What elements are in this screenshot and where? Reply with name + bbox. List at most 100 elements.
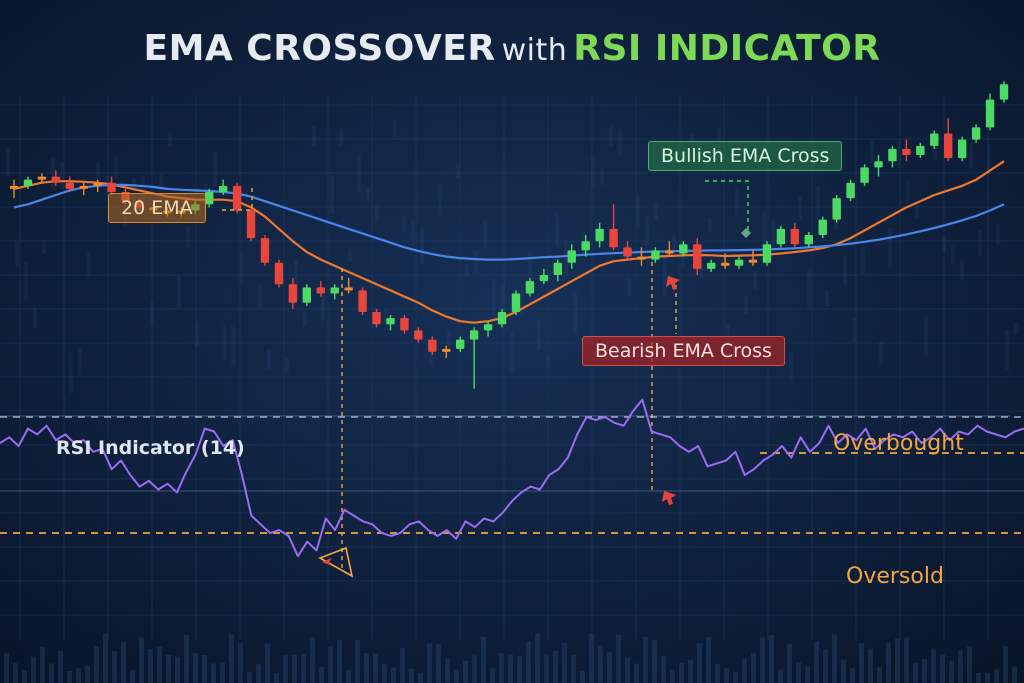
candle-body <box>957 139 967 159</box>
ghost-bar <box>420 228 424 264</box>
ghost-bar <box>1012 666 1017 683</box>
ghost-bar <box>231 326 235 367</box>
ghost-bar <box>553 650 558 683</box>
candle <box>79 182 88 196</box>
candle <box>999 81 1009 103</box>
ghost-bar <box>616 634 621 683</box>
candle-body <box>846 182 855 199</box>
candle <box>469 327 479 389</box>
candle <box>832 195 841 223</box>
ghost-bar <box>789 351 793 382</box>
candle <box>93 179 102 192</box>
candle-body <box>902 148 911 156</box>
candle <box>693 238 702 276</box>
candle <box>330 284 339 300</box>
candle-body <box>539 275 549 282</box>
candle-body <box>79 185 88 189</box>
title-main: EMA CROSSOVER <box>143 28 496 69</box>
ghost-bar <box>294 260 298 300</box>
candle <box>483 321 493 337</box>
ghost-bar <box>96 160 100 182</box>
title-connector: with <box>501 33 568 68</box>
ghost-bar <box>888 227 892 268</box>
candle-body <box>288 284 298 303</box>
ghost-bar <box>490 668 495 683</box>
ghost-bar <box>186 225 190 247</box>
ghost-bar <box>330 175 334 214</box>
ghost-bar <box>240 253 244 285</box>
candle <box>37 173 47 183</box>
ghost-bar <box>823 649 828 683</box>
ghost-bar <box>609 125 613 147</box>
candle <box>51 170 61 186</box>
ghost-bar <box>969 142 973 170</box>
ghost-bar <box>589 633 594 683</box>
ghost-bar <box>922 659 927 683</box>
candle-body <box>65 182 74 189</box>
ghost-bar <box>373 653 378 683</box>
ghost-bar <box>517 656 522 683</box>
ghost-bar <box>465 264 469 277</box>
ghost-bar <box>409 668 414 683</box>
ghost-bar <box>906 179 910 202</box>
candle-body <box>37 176 47 180</box>
candle-body <box>302 287 312 303</box>
ghost-bar <box>103 633 108 683</box>
ghost-bar <box>49 663 54 683</box>
candle-body <box>790 228 800 245</box>
candle-body <box>567 250 576 263</box>
ghost-bar <box>598 645 603 683</box>
ghost-bar <box>562 642 567 683</box>
bearish-arrow-marker <box>666 276 680 290</box>
ghost-bar <box>447 331 451 346</box>
ghost-bar <box>850 668 855 683</box>
ghost-bar <box>814 641 819 683</box>
candle-body <box>679 244 688 254</box>
candle-body <box>400 318 409 331</box>
candle <box>776 225 786 248</box>
ghost-bar <box>967 646 972 683</box>
candle-body <box>107 182 116 192</box>
ghost-bar <box>292 654 297 683</box>
candle <box>706 259 716 272</box>
ghost-bar <box>501 282 505 322</box>
ghost-bar <box>852 318 856 342</box>
ghost-bar <box>33 307 37 329</box>
candle-body <box>218 185 228 192</box>
ghost-bar <box>69 352 73 393</box>
candle <box>888 145 897 168</box>
candle <box>846 179 855 202</box>
ghost-bar <box>949 660 954 683</box>
candle-body <box>916 145 925 156</box>
ghost-bar <box>895 638 900 683</box>
candle <box>762 241 772 266</box>
ghost-bar <box>67 670 72 683</box>
candle <box>260 235 270 266</box>
ghost-bar <box>274 672 279 683</box>
ghost-bar <box>222 326 226 362</box>
candle-body <box>944 133 953 159</box>
ghost-bar <box>256 664 261 683</box>
candle-body <box>595 228 604 242</box>
rsi-panel-label: RSI Indicator (14) <box>56 437 245 459</box>
ghost-bar <box>141 176 145 203</box>
candle <box>902 139 911 162</box>
candle-body <box>804 235 813 245</box>
ghost-bar <box>904 637 909 683</box>
ghost-bar <box>717 127 721 152</box>
ghost-bar <box>364 653 369 683</box>
ghost-bar <box>229 634 234 683</box>
candle <box>497 308 507 328</box>
candle <box>218 179 228 196</box>
ghost-bar <box>76 668 81 683</box>
candle-body <box>51 176 61 183</box>
ghost-bar <box>321 287 325 321</box>
ghost-bar <box>879 341 883 365</box>
ghost-bar <box>708 217 712 233</box>
ghost-bar <box>951 245 955 265</box>
ghost-bar <box>742 659 747 683</box>
candle-body <box>665 250 674 254</box>
ghost-bar <box>555 213 559 246</box>
